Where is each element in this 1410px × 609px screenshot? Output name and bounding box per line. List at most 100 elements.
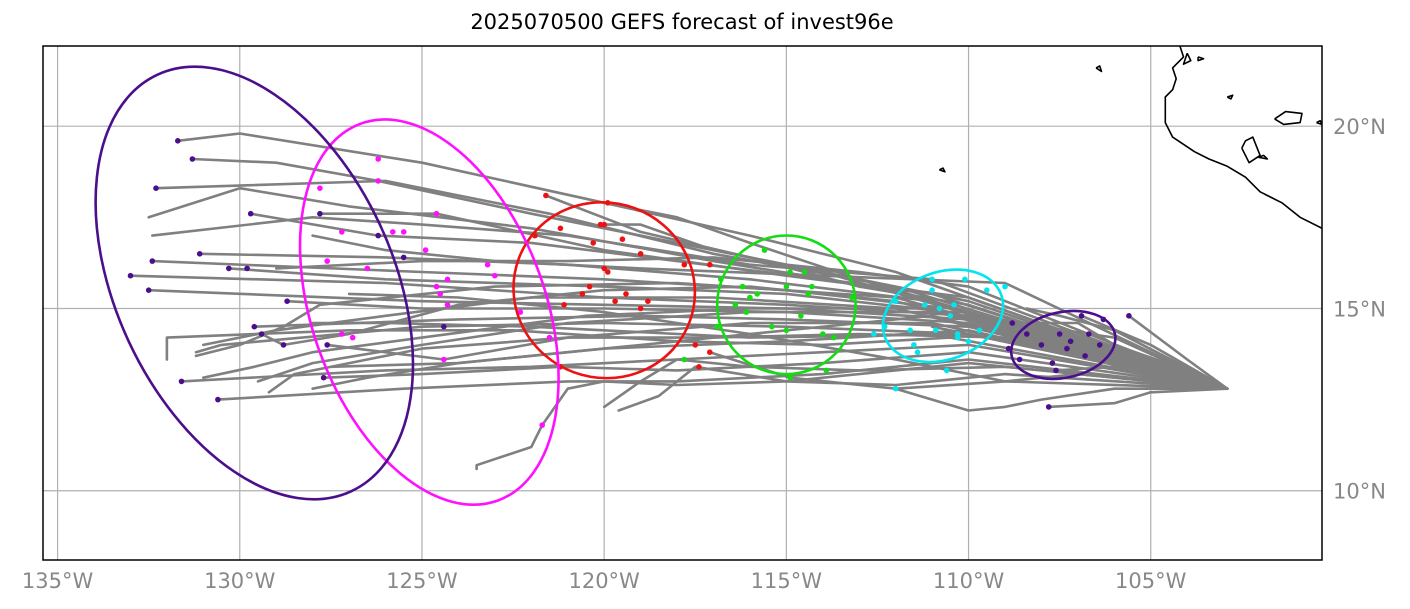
forecast-position-dot (732, 302, 739, 308)
forecast-position-dot (437, 291, 444, 297)
forecast-position-dot (543, 192, 549, 199)
forecast-position-dot (586, 283, 593, 290)
forecast-position-dot (127, 272, 134, 279)
lon-tick-label: 105°W (1115, 569, 1187, 593)
ensemble-track (154, 179, 1229, 390)
ensemble-track (202, 296, 1229, 390)
forecast-position-dot (557, 225, 564, 232)
forecast-position-dot (1049, 360, 1056, 366)
forecast-position-dot (714, 323, 720, 330)
ensemble-track (311, 314, 1229, 390)
forecast-position-dot (196, 251, 203, 257)
forecast-position-dot (965, 338, 972, 345)
forecast-position-dot (761, 247, 768, 253)
lon-tick-label: 110°W (933, 569, 1005, 593)
forecast-position-dot (422, 247, 429, 253)
forecast-position-dot (769, 323, 775, 330)
forecast-position-dot (849, 294, 855, 301)
forecast-position-dot (441, 323, 447, 330)
forecast-position-dot (914, 349, 921, 356)
forecast-position-dot (444, 302, 451, 308)
forecast-position-dot (605, 269, 611, 275)
forecast-position-dot (612, 298, 618, 305)
forecast-position-dot (339, 229, 345, 235)
lat-tick-label: 10°N (1333, 480, 1386, 504)
forecast-position-dot (830, 334, 837, 341)
forecast-position-dot (145, 287, 152, 294)
forecast-position-dot (517, 309, 524, 315)
forecast-position-dot (444, 276, 451, 283)
forecast-position-dot (153, 185, 159, 191)
forecast-position-dot (739, 283, 746, 290)
forecast-position-dot (539, 422, 545, 428)
forecast-position-dot (247, 210, 254, 217)
forecast-position-dot (375, 232, 382, 239)
ensemble-track (256, 310, 1229, 390)
forecast-position-dot (936, 305, 943, 312)
forecast-position-dot (619, 236, 626, 242)
ensemble-track (475, 361, 1229, 471)
forecast-position-dot (984, 287, 990, 294)
plot-frame (42, 45, 1323, 561)
forecast-position-dot (623, 291, 629, 297)
coastline-segment (1257, 154, 1269, 160)
forecast-position-dot (175, 138, 181, 144)
ensemble-track (617, 365, 1229, 412)
forecast-position-dot (597, 221, 604, 228)
coastline-segment (1164, 46, 1322, 230)
forecast-position-dot (1045, 404, 1052, 410)
forecast-position-dot (787, 269, 793, 275)
forecast-position-dot (922, 302, 928, 308)
forecast-position-dot (317, 185, 323, 191)
forecast-position-dot (637, 305, 644, 312)
forecast-position-dot (324, 342, 331, 348)
forecast-position-dot (400, 229, 407, 235)
forecast-position-dot (1053, 367, 1059, 374)
forecast-position-dot (907, 327, 913, 334)
forecast-position-dot (1064, 345, 1070, 352)
uncertainty-ellipse (298, 118, 560, 506)
ensemble-tracks (129, 132, 1229, 471)
forecast-position-dot (324, 258, 331, 264)
uncertainty-ellipse (881, 268, 1005, 364)
forecast-position-dot (947, 313, 954, 319)
gridlines (43, 46, 1322, 560)
ensemble-track (1047, 387, 1229, 409)
lon-tick-labels: 135°W 130°W 125°W 120°W 115°W 110°W 105°W (22, 569, 1187, 593)
lon-tick-label: 120°W (568, 569, 640, 593)
forecast-position-dot (441, 356, 447, 363)
uncertainty-ellipse (1009, 309, 1117, 381)
forecast-position-dot (579, 291, 586, 297)
forecast-position-dot (189, 156, 196, 162)
forecast-position-dot (681, 356, 688, 363)
ensemble-track (894, 387, 1229, 412)
forecast-position-dot (258, 331, 265, 337)
forecast-position-dot (1078, 313, 1085, 319)
forecast-position-dot (929, 276, 935, 283)
coastline-segment (939, 167, 946, 173)
coastline (939, 46, 1322, 230)
forecast-position-dot (178, 378, 185, 385)
forecast-position-dot (149, 258, 156, 264)
forecast-position-dot (943, 367, 950, 374)
forecast-position-dot (280, 342, 287, 348)
forecast-position-dot (317, 210, 323, 217)
forecast-position-dot (823, 367, 830, 374)
forecast-position-dot (1096, 342, 1103, 348)
forecast-position-dot (320, 374, 327, 381)
forecast-position-dot (390, 229, 396, 235)
forecast-position-dot (546, 334, 553, 341)
forecast-position-dot (244, 265, 250, 272)
forecast-position-dot (251, 323, 258, 330)
forecast-position-dot (696, 364, 702, 370)
forecast-position-dot (809, 283, 815, 290)
forecast-position-dot (801, 269, 808, 275)
forecast-position-dot (561, 302, 567, 308)
ensemble-track (1025, 307, 1229, 390)
forecast-position-dot (707, 261, 713, 268)
forecast-position-dot (637, 251, 644, 257)
forecast-position-dot (1002, 283, 1008, 290)
forecast-position-dot (645, 298, 651, 305)
coastline-segment (1316, 119, 1322, 126)
